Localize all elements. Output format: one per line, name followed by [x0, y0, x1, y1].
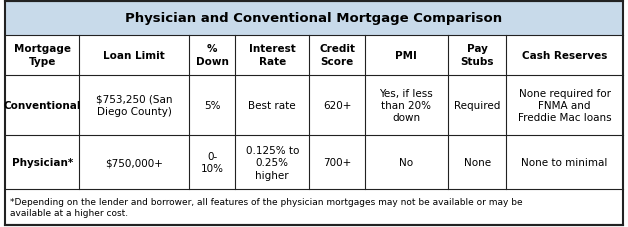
Bar — [365, 136, 448, 189]
Bar — [506, 35, 623, 75]
Text: 700+: 700+ — [323, 158, 351, 168]
Bar — [310, 75, 365, 136]
Text: None to minimal: None to minimal — [521, 158, 608, 168]
Text: Required: Required — [454, 101, 501, 111]
Text: Loan Limit: Loan Limit — [104, 50, 165, 60]
Bar — [448, 75, 506, 136]
Text: No: No — [399, 158, 413, 168]
Bar — [189, 75, 235, 136]
Bar — [189, 136, 235, 189]
Text: $753,250 (San
Diego County): $753,250 (San Diego County) — [96, 94, 173, 117]
Text: Pay
Stubs: Pay Stubs — [460, 44, 494, 67]
Bar — [79, 75, 189, 136]
Text: 5%: 5% — [204, 101, 220, 111]
Bar — [5, 35, 79, 75]
Bar — [310, 136, 365, 189]
Text: None: None — [463, 158, 490, 168]
Bar — [506, 136, 623, 189]
Bar — [5, 75, 79, 136]
Text: 620+: 620+ — [323, 101, 351, 111]
Text: Yes, if less
than 20%
down: Yes, if less than 20% down — [379, 88, 433, 123]
Bar — [365, 35, 448, 75]
Text: Best rate: Best rate — [249, 101, 296, 111]
Bar — [365, 75, 448, 136]
Text: $750,000+: $750,000+ — [106, 158, 163, 168]
Text: 0.125% to
0.25%
higher: 0.125% to 0.25% higher — [246, 145, 299, 180]
Bar — [79, 136, 189, 189]
Bar — [5, 189, 623, 225]
Text: Mortgage
Type: Mortgage Type — [14, 44, 71, 67]
Text: PMI: PMI — [396, 50, 418, 60]
Text: Physician*: Physician* — [11, 158, 73, 168]
Text: Interest
Rate: Interest Rate — [249, 44, 296, 67]
Text: %
Down: % Down — [196, 44, 229, 67]
Text: None required for
FNMA and
Freddie Mac loans: None required for FNMA and Freddie Mac l… — [517, 88, 612, 123]
Bar — [448, 136, 506, 189]
Text: Credit
Score: Credit Score — [319, 44, 355, 67]
Bar — [189, 35, 235, 75]
Bar — [235, 75, 310, 136]
Bar — [448, 35, 506, 75]
Bar — [506, 75, 623, 136]
Bar — [235, 136, 310, 189]
Bar — [5, 2, 623, 35]
Bar — [235, 35, 310, 75]
Text: 0-
10%: 0- 10% — [200, 151, 224, 174]
Text: Physician and Conventional Mortgage Comparison: Physician and Conventional Mortgage Comp… — [126, 12, 502, 25]
Text: *Depending on the lender and borrower, all features of the physician mortgages m: *Depending on the lender and borrower, a… — [10, 197, 522, 217]
Bar — [310, 35, 365, 75]
Bar — [5, 136, 79, 189]
Text: Conventional: Conventional — [3, 101, 81, 111]
Bar — [79, 35, 189, 75]
Text: Cash Reserves: Cash Reserves — [522, 50, 607, 60]
